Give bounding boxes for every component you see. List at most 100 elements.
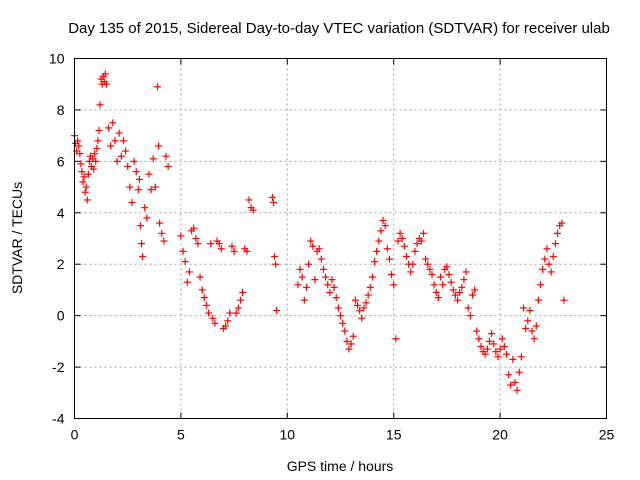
data-point xyxy=(449,286,457,294)
data-point xyxy=(492,348,500,356)
data-point xyxy=(222,322,230,330)
data-point xyxy=(496,345,504,353)
data-point xyxy=(513,386,521,394)
data-point xyxy=(447,278,455,286)
data-point xyxy=(236,296,244,304)
data-point xyxy=(477,343,485,350)
data-point xyxy=(388,271,396,278)
data-point xyxy=(76,150,84,158)
data-point xyxy=(554,229,562,237)
data-point xyxy=(234,304,242,312)
data-point xyxy=(345,345,353,353)
data-point xyxy=(119,137,127,145)
y-tick-label: 10 xyxy=(49,51,65,67)
data-point xyxy=(464,304,472,312)
data-point xyxy=(273,307,281,314)
data-point xyxy=(215,240,223,248)
data-point xyxy=(91,150,99,158)
data-point xyxy=(84,170,92,178)
data-point xyxy=(419,229,427,237)
data-point xyxy=(109,119,117,127)
data-point xyxy=(426,265,434,273)
data-point xyxy=(239,289,247,296)
y-tick-label: 6 xyxy=(57,153,65,169)
data-point xyxy=(466,312,474,320)
data-point xyxy=(422,255,430,263)
data-point xyxy=(107,142,115,150)
data-point xyxy=(537,281,545,289)
data-point xyxy=(409,260,417,268)
x-tick-label: 0 xyxy=(71,427,79,443)
data-point xyxy=(162,152,170,160)
data-point xyxy=(530,335,538,343)
data-point xyxy=(81,188,89,196)
data-point xyxy=(400,242,408,250)
data-point xyxy=(94,137,102,145)
data-point xyxy=(296,265,304,273)
data-point xyxy=(368,273,376,281)
data-point xyxy=(156,219,164,227)
data-point xyxy=(305,260,313,268)
data-point xyxy=(373,247,381,255)
data-point xyxy=(177,232,185,240)
data-point xyxy=(95,127,103,134)
data-point xyxy=(394,237,402,245)
data-point xyxy=(111,137,119,145)
data-point xyxy=(524,317,532,325)
data-point xyxy=(337,312,344,320)
data-point xyxy=(75,142,83,150)
data-point xyxy=(398,235,406,242)
data-point xyxy=(192,235,200,242)
data-point xyxy=(319,265,327,273)
data-point xyxy=(196,273,204,281)
data-point xyxy=(124,163,132,170)
data-point xyxy=(343,337,351,345)
data-point xyxy=(126,183,134,191)
data-point xyxy=(93,145,101,152)
data-point xyxy=(202,301,210,309)
data-point xyxy=(332,294,340,302)
data-point xyxy=(145,170,153,178)
data-point xyxy=(507,381,515,389)
grid-lines xyxy=(74,58,607,419)
data-point xyxy=(379,217,387,224)
data-point xyxy=(200,294,208,302)
data-point xyxy=(245,196,253,204)
data-point xyxy=(385,255,393,263)
data-point xyxy=(534,296,542,304)
data-point xyxy=(456,289,464,296)
data-point xyxy=(543,245,551,253)
data-point xyxy=(339,319,347,327)
data-point xyxy=(539,265,547,273)
data-point xyxy=(356,307,364,314)
data-point xyxy=(164,163,172,170)
data-point xyxy=(505,371,513,379)
data-point xyxy=(483,345,491,353)
data-point xyxy=(494,353,502,361)
data-point xyxy=(271,253,279,260)
data-point xyxy=(135,175,143,183)
data-point xyxy=(375,237,383,245)
data-point xyxy=(224,317,232,325)
data-point xyxy=(437,273,445,281)
data-point xyxy=(547,268,555,276)
data-point xyxy=(500,343,508,350)
data-point xyxy=(360,304,368,312)
data-point xyxy=(160,237,168,245)
data-point xyxy=(383,245,391,253)
data-point xyxy=(413,240,421,248)
data-point xyxy=(92,157,100,165)
y-tick-label: -4 xyxy=(52,411,65,427)
data-point xyxy=(149,155,157,163)
data-point xyxy=(392,335,400,343)
data-point xyxy=(475,335,483,343)
data-point xyxy=(147,186,155,194)
x-axis-label: GPS time / hours xyxy=(287,458,394,474)
data-point xyxy=(298,273,306,281)
data-point xyxy=(113,157,121,165)
data-point xyxy=(520,304,528,312)
data-point xyxy=(330,283,338,291)
data-point xyxy=(317,255,325,263)
data-point xyxy=(326,289,334,296)
